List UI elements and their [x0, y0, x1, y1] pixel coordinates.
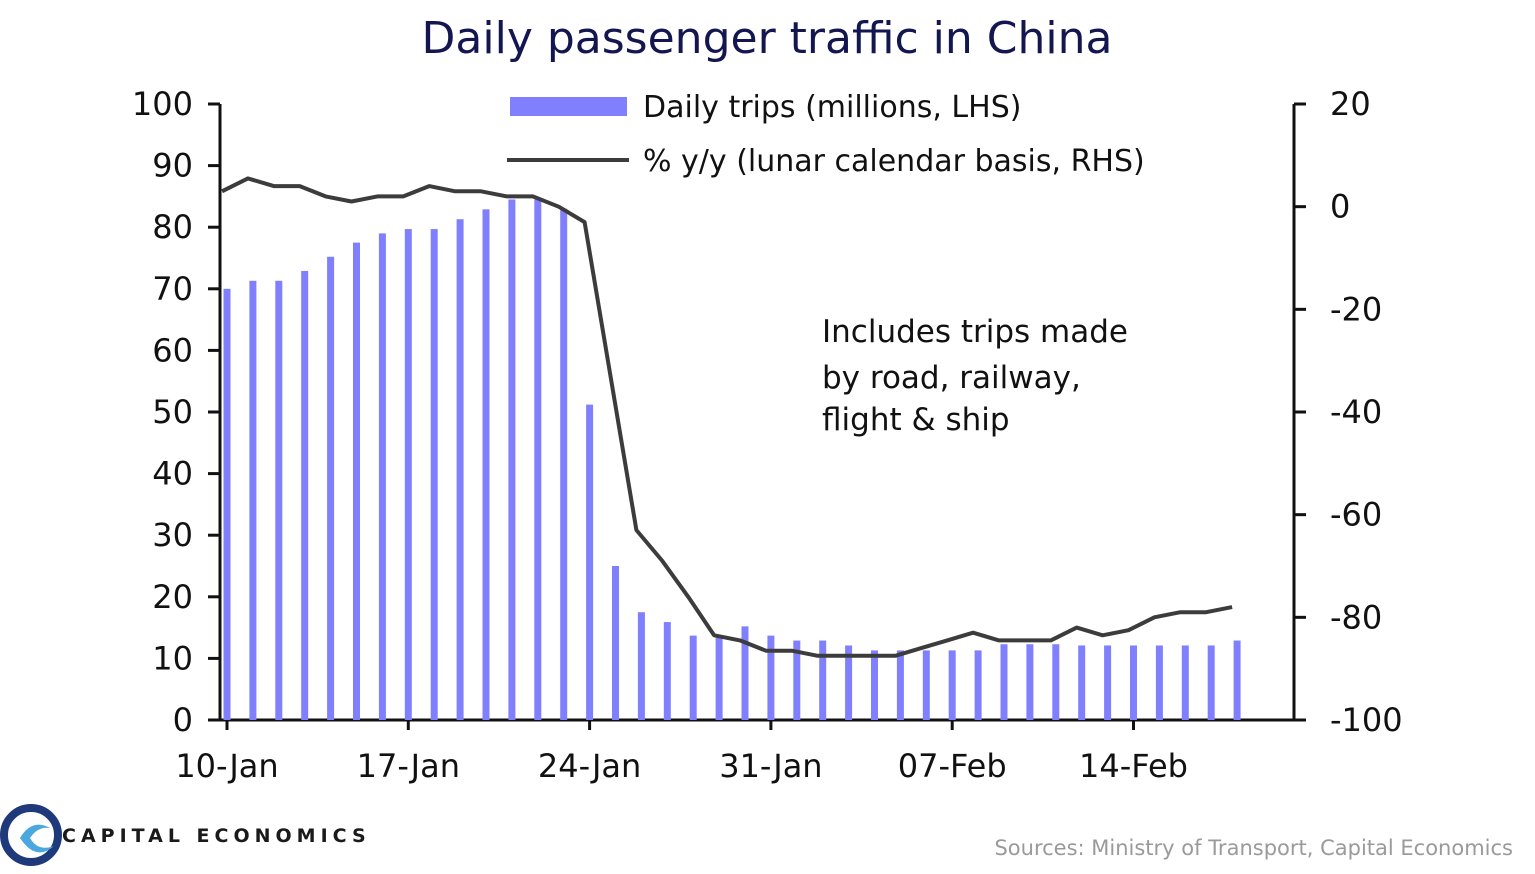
- left-tick-label: 20: [152, 578, 193, 616]
- bar: [948, 650, 956, 720]
- legend-line-label: % y/y (lunar calendar basis, RHS): [643, 144, 1145, 179]
- bar: [534, 199, 542, 721]
- bar: [896, 650, 904, 720]
- bar: [871, 650, 878, 720]
- x-tick-label: 31-Jan: [719, 747, 822, 785]
- right-tick-label: -100: [1330, 701, 1403, 739]
- left-tick-label: 10: [152, 639, 193, 677]
- bar: [1155, 645, 1163, 720]
- bar: [715, 635, 723, 720]
- left-tick-label: 100: [132, 85, 193, 123]
- left-tick-label: 80: [152, 208, 193, 246]
- legend-bar-label: Daily trips (millions, LHS): [643, 90, 1021, 125]
- x-tick-label: 24-Jan: [538, 747, 641, 785]
- bar: [612, 566, 619, 720]
- line-series: [221, 176, 1233, 658]
- right-tick-label: -60: [1330, 496, 1382, 534]
- bar: [1181, 645, 1189, 720]
- bar: [845, 645, 853, 720]
- bar: [378, 233, 386, 721]
- bar: [456, 219, 464, 720]
- right-tick-label: 0: [1330, 188, 1350, 226]
- right-tick-label: 20: [1330, 85, 1371, 123]
- bar: [249, 280, 257, 720]
- x-tick-label: 14-Feb: [1079, 747, 1188, 785]
- right-tick-label: -20: [1330, 290, 1382, 328]
- right-y-axis: -100 -80 -60 -40 -20 0 20: [1292, 85, 1403, 739]
- bar: [430, 229, 438, 720]
- bar: [741, 626, 749, 720]
- x-tick-label: 17-Jan: [357, 747, 460, 785]
- bar: [689, 635, 697, 720]
- x-tick-label: 07-Feb: [898, 747, 1007, 785]
- left-tick-label: 0: [173, 701, 193, 739]
- legend: Daily trips (millions, LHS) % y/y (lunar…: [507, 90, 1145, 179]
- legend-bar-swatch: [510, 97, 627, 116]
- bar: [404, 229, 412, 720]
- bar: [1000, 644, 1008, 720]
- bar: [1026, 644, 1034, 720]
- bar: [819, 640, 827, 720]
- bar: [223, 288, 231, 720]
- source-note: Sources: Ministry of Transport, Capital …: [994, 836, 1513, 860]
- left-tick-label: 60: [152, 331, 193, 369]
- left-y-axis: 0 10 20 30 40 50 60 70 80 90 100: [132, 85, 222, 739]
- bar: [1207, 645, 1215, 720]
- bar: [1233, 640, 1241, 720]
- bar: [301, 270, 309, 720]
- chart-annotation: Includes trips made by road, railway, fl…: [822, 314, 1128, 438]
- capital-economics-logo: CAPITAL ECONOMICS: [0, 804, 371, 866]
- capital-economics-logo-icon: [0, 804, 62, 866]
- bar: [482, 209, 490, 720]
- bar: [560, 208, 568, 720]
- left-tick-label: 40: [152, 455, 193, 493]
- bar: [1052, 644, 1060, 720]
- bar: [586, 404, 594, 720]
- bar: [353, 242, 360, 720]
- bar: [508, 199, 516, 721]
- bar: [327, 256, 335, 720]
- left-tick-label: 50: [152, 393, 193, 431]
- bar: [663, 622, 671, 720]
- left-tick-label: 70: [152, 270, 193, 308]
- bar: [974, 650, 982, 720]
- left-tick-label: 90: [152, 147, 193, 185]
- bar: [637, 612, 645, 720]
- left-tick-label: 30: [152, 516, 193, 554]
- yoy-line: [221, 176, 1233, 658]
- right-tick-label: -40: [1330, 393, 1382, 431]
- x-tick-label: 10-Jan: [175, 747, 278, 785]
- x-axis: 10-Jan 17-Jan 24-Jan 31-Jan 07-Feb 14-Feb: [175, 718, 1294, 785]
- chart-title: Daily passenger traffic in China: [422, 13, 1113, 64]
- bar: [1104, 645, 1112, 720]
- bar: [1130, 645, 1137, 720]
- logo-text: CAPITAL ECONOMICS: [62, 825, 371, 847]
- annotation-line-2: by road, railway,: [822, 360, 1081, 396]
- bar-series: [223, 199, 1241, 721]
- bar: [793, 640, 801, 720]
- annotation-line-3: flight & ship: [822, 402, 1010, 438]
- bar: [922, 650, 930, 720]
- right-tick-label: -80: [1330, 598, 1382, 636]
- bar: [1078, 645, 1086, 720]
- annotation-line-1: Includes trips made: [822, 314, 1128, 350]
- bar: [767, 635, 775, 720]
- bar: [275, 280, 283, 720]
